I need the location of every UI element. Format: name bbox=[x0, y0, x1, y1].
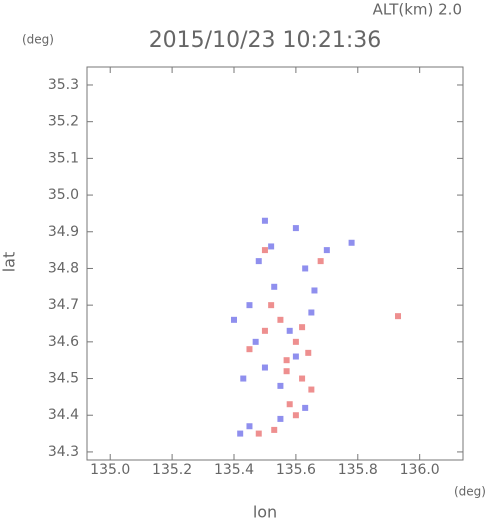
y-tick-label: 34.5 bbox=[48, 371, 79, 387]
radar-echo bbox=[261, 327, 268, 334]
y-tick-label: 34.9 bbox=[48, 224, 79, 240]
radar-echo bbox=[268, 243, 275, 250]
radar-echo bbox=[292, 412, 299, 419]
radar-echo bbox=[302, 265, 309, 272]
radar-echo bbox=[255, 258, 262, 265]
y-tick-label: 35.1 bbox=[48, 150, 79, 166]
y-axis-label: lat bbox=[0, 252, 19, 273]
plot-frame bbox=[86, 66, 464, 461]
radar-echo bbox=[299, 324, 306, 331]
y-tick-label: 34.6 bbox=[48, 334, 79, 350]
radar-echo bbox=[246, 302, 253, 309]
radar-echo bbox=[230, 316, 237, 323]
x-unit: (deg) bbox=[454, 485, 486, 499]
x-tick-label: 135.4 bbox=[214, 462, 254, 478]
radar-echo bbox=[305, 349, 312, 356]
radar-echo bbox=[283, 357, 290, 364]
radar-echo bbox=[308, 309, 315, 316]
x-tick-label: 135.8 bbox=[338, 462, 378, 478]
radar-echo bbox=[261, 247, 268, 254]
radar-echo bbox=[299, 375, 306, 382]
y-tick-label: 34.4 bbox=[48, 407, 79, 423]
y-tick-label: 34.7 bbox=[48, 297, 79, 313]
radar-echo bbox=[292, 338, 299, 345]
radar-echo bbox=[261, 364, 268, 371]
radar-echo bbox=[261, 217, 268, 224]
radar-echo bbox=[246, 423, 253, 430]
y-tick-label: 34.3 bbox=[48, 444, 79, 460]
radar-echo bbox=[283, 368, 290, 375]
x-tick-label: 135.6 bbox=[276, 462, 316, 478]
radar-echo bbox=[246, 346, 253, 353]
radar-echo bbox=[255, 430, 262, 437]
y-tick-label: 35.3 bbox=[48, 77, 79, 93]
radar-echo bbox=[292, 225, 299, 232]
radar-echo bbox=[317, 258, 324, 265]
radar-echo bbox=[277, 382, 284, 389]
radar-echo bbox=[311, 287, 318, 294]
radar-echo bbox=[323, 247, 330, 254]
radar-echo bbox=[271, 426, 278, 433]
x-tick-label: 135.2 bbox=[152, 462, 192, 478]
y-tick-label: 35.2 bbox=[48, 114, 79, 130]
radar-echo bbox=[268, 302, 275, 309]
radar-echo bbox=[271, 283, 278, 290]
radar-echo bbox=[348, 239, 355, 246]
radar-echo bbox=[308, 386, 315, 393]
y-tick-label: 34.8 bbox=[48, 260, 79, 276]
radar-echo bbox=[395, 313, 402, 320]
radar-echo bbox=[252, 338, 259, 345]
radar-echo bbox=[286, 401, 293, 408]
radar-echo bbox=[277, 316, 284, 323]
y-unit: (deg) bbox=[22, 33, 54, 47]
chart-title: 2015/10/23 10:21:36 bbox=[149, 28, 382, 53]
chart-subtitle: ALT(km) 2.0 bbox=[373, 1, 462, 19]
radar-echo bbox=[302, 404, 309, 411]
radar-echo bbox=[286, 327, 293, 334]
radar-echo bbox=[237, 430, 244, 437]
radar-echo bbox=[277, 415, 284, 422]
x-axis-label: lon bbox=[253, 503, 277, 521]
y-tick-label: 35.0 bbox=[48, 187, 79, 203]
radar-echo bbox=[240, 375, 247, 382]
x-tick-label: 135.0 bbox=[90, 462, 130, 478]
radar-echo bbox=[292, 353, 299, 360]
x-tick-label: 136.0 bbox=[400, 462, 440, 478]
